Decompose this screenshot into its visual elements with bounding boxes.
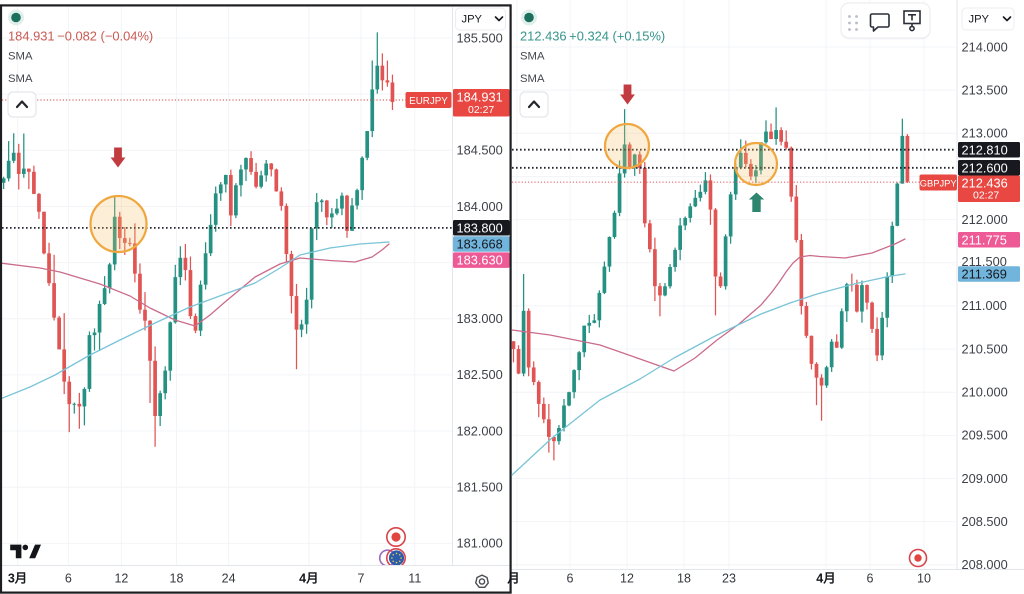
svg-text:184.931 −0.082 (−0.04%): 184.931 −0.082 (−0.04%): [8, 29, 153, 44]
svg-text:184.000: 184.000: [457, 199, 503, 214]
svg-text:214.000: 214.000: [962, 39, 1008, 54]
svg-text:181.500: 181.500: [457, 480, 503, 495]
svg-text:211.000: 211.000: [962, 298, 1007, 313]
svg-text:211.775: 211.775: [962, 232, 1007, 247]
svg-text:183.630: 183.630: [457, 253, 503, 268]
svg-text:212.810: 212.810: [962, 142, 1008, 157]
svg-text:213.000: 213.000: [962, 126, 1008, 141]
svg-text:4月: 4月: [816, 572, 835, 586]
svg-text:JPY: JPY: [462, 14, 483, 26]
svg-text:211.500: 211.500: [962, 254, 1007, 269]
svg-text:02:27: 02:27: [468, 104, 494, 116]
svg-text:10: 10: [917, 572, 931, 586]
svg-text:209.000: 209.000: [962, 471, 1008, 486]
svg-text:185.500: 185.500: [457, 30, 503, 45]
svg-text:182.000: 182.000: [457, 423, 503, 438]
svg-text:SMA: SMA: [520, 51, 545, 63]
svg-text:181.000: 181.000: [457, 536, 503, 551]
svg-text:208.000: 208.000: [962, 557, 1008, 572]
svg-text:JPY: JPY: [969, 14, 990, 26]
svg-text:210.000: 210.000: [962, 385, 1008, 400]
svg-text:24: 24: [222, 572, 236, 586]
svg-text:EURJPY: EURJPY: [409, 96, 448, 107]
svg-text:月: 月: [506, 572, 520, 586]
svg-text:6: 6: [567, 572, 574, 586]
svg-text:208.500: 208.500: [962, 514, 1008, 529]
svg-text:6: 6: [65, 572, 72, 586]
svg-text:209.500: 209.500: [962, 428, 1008, 443]
svg-text:212.436 +0.324 (+0.15%): 212.436 +0.324 (+0.15%): [520, 29, 665, 44]
svg-text:213.500: 213.500: [962, 82, 1008, 97]
svg-text:212.600: 212.600: [962, 160, 1008, 175]
svg-text:18: 18: [677, 572, 691, 586]
svg-text:12: 12: [114, 572, 128, 586]
svg-text:02:27: 02:27: [973, 190, 999, 202]
svg-text:183.668: 183.668: [457, 237, 503, 252]
svg-text:183.000: 183.000: [457, 311, 503, 326]
svg-text:184.500: 184.500: [457, 143, 503, 158]
svg-text:SMA: SMA: [8, 73, 33, 85]
svg-text:182.500: 182.500: [457, 367, 503, 382]
svg-text:11: 11: [408, 572, 421, 586]
svg-text:4月: 4月: [299, 572, 318, 586]
svg-text:212.436: 212.436: [962, 176, 1008, 191]
svg-text:184.931: 184.931: [457, 90, 503, 105]
svg-text:3月: 3月: [8, 572, 27, 586]
svg-text:SMA: SMA: [8, 51, 33, 63]
svg-text:212.000: 212.000: [962, 212, 1008, 227]
svg-text:18: 18: [170, 572, 184, 586]
svg-text:210.500: 210.500: [962, 341, 1008, 356]
svg-text:7: 7: [358, 572, 365, 586]
svg-text:12: 12: [620, 572, 634, 586]
svg-text:GBPJPY: GBPJPY: [920, 177, 958, 188]
svg-text:183.800: 183.800: [457, 220, 503, 235]
svg-text:6: 6: [867, 572, 874, 586]
svg-text:SMA: SMA: [520, 73, 545, 85]
svg-text:211.369: 211.369: [962, 267, 1007, 282]
svg-text:23: 23: [722, 572, 736, 586]
